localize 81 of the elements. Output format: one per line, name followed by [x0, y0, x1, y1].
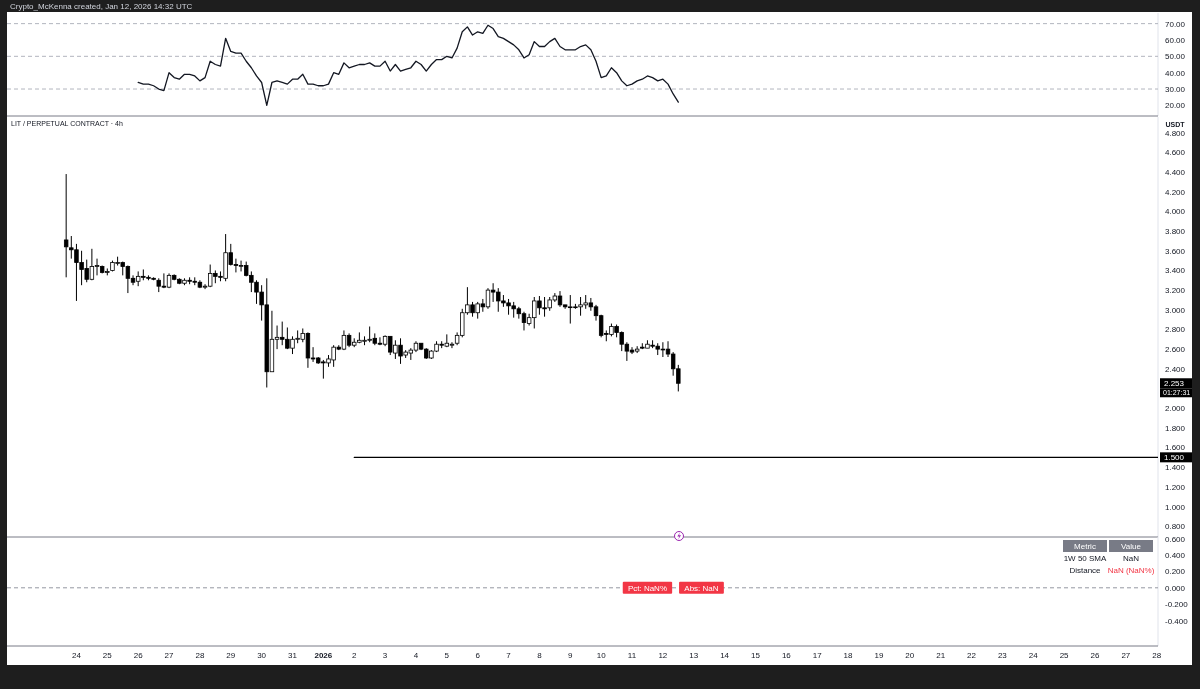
- y-tick-label: 1.800: [1165, 423, 1186, 433]
- x-tick-label: 27: [164, 651, 175, 660]
- x-tick-label: 16: [781, 651, 792, 660]
- y-tick-label: 1.600: [1165, 443, 1186, 453]
- y-tick-label: 3.400: [1165, 266, 1186, 276]
- x-tick-label: 13: [689, 651, 699, 660]
- y-tick-label: 3.800: [1165, 227, 1186, 237]
- x-tick-label: 17: [812, 651, 823, 660]
- x-tick-label: 25: [102, 651, 113, 660]
- y-tick-label: 1.200: [1165, 482, 1186, 492]
- y-tick-label: 0.600: [1165, 534, 1186, 544]
- x-tick-label: 10: [596, 651, 607, 660]
- annotation: NaN: [1122, 554, 1140, 563]
- x-tick-label: 3: [382, 651, 388, 660]
- x-tick-label: 22: [967, 651, 977, 660]
- y-tick-label: 4.400: [1165, 168, 1186, 178]
- y-tick-label: 0.200: [1165, 567, 1186, 577]
- annotation: Distance: [1069, 566, 1102, 575]
- x-tick-label: 27: [1121, 651, 1131, 660]
- y-tick-label: 2.400: [1165, 364, 1186, 374]
- x-tick-label: 9: [568, 651, 574, 660]
- y-tick-label: 3.600: [1165, 246, 1186, 256]
- y-tick-label: 0.400: [1165, 551, 1186, 561]
- x-tick-label: 14: [720, 651, 730, 660]
- x-tick-label: 30: [257, 651, 267, 660]
- y-tick-label: 1.400: [1165, 463, 1186, 473]
- annotation: Value: [1121, 542, 1142, 551]
- x-tick-label: 8: [537, 651, 543, 660]
- y-tick-label: 4.600: [1165, 148, 1186, 158]
- y-tick-label: 30.00: [1165, 85, 1186, 95]
- y-tick-label: 2.000: [1165, 404, 1186, 414]
- y-tick-label: 3.200: [1165, 286, 1186, 296]
- x-tick-label: 18: [843, 651, 854, 660]
- annotation: 2.253: [1164, 379, 1185, 389]
- x-tick-label: 29: [226, 651, 236, 660]
- y-tick-label: 2.600: [1165, 345, 1186, 355]
- annotation: NaN (NaN%): [1107, 566, 1155, 575]
- x-tick-label: 7: [506, 651, 512, 660]
- y-tick-label: 3.000: [1165, 305, 1186, 315]
- line-series: [137, 24, 679, 107]
- y-tick-label: 70.00: [1165, 19, 1186, 29]
- y-tick-label: 4.000: [1165, 207, 1186, 217]
- y-tick-label: 2.800: [1165, 325, 1186, 335]
- y-tick-label: 4.200: [1165, 187, 1186, 197]
- x-tick-label: 12: [658, 651, 668, 660]
- y-tick-label: 60.00: [1165, 35, 1186, 45]
- y-tick-label: 0.000: [1165, 583, 1186, 593]
- x-tick-label: 24: [71, 651, 82, 660]
- y-tick-label: 0.800: [1165, 522, 1186, 532]
- x-tick-label: 15: [751, 651, 761, 660]
- x-tick-label: 28: [1152, 651, 1162, 660]
- x-tick-label: 4: [413, 651, 419, 660]
- y-tick-label: 50.00: [1165, 52, 1186, 62]
- annotation: Abs: NaN: [684, 583, 719, 593]
- x-tick-label: 26: [1090, 651, 1100, 660]
- y-tick-label: 4.800: [1165, 128, 1186, 138]
- x-tick-label: 24: [1028, 651, 1039, 660]
- x-tick-label: 25: [1059, 651, 1070, 660]
- x-tick-label: 20: [905, 651, 915, 660]
- x-tick-label: 23: [997, 651, 1008, 660]
- annotation: 1.500: [1164, 453, 1185, 463]
- x-tick-label: 21: [936, 651, 946, 660]
- candlestick: [63, 173, 69, 278]
- x-tick-label: 2: [352, 651, 357, 660]
- x-tick-label: 2026: [314, 651, 333, 660]
- x-tick-label: 28: [195, 651, 205, 660]
- annotation: Metric: [1074, 542, 1096, 551]
- x-tick-label: 6: [475, 651, 481, 660]
- x-tick-label: 11: [627, 651, 637, 660]
- y-tick-label: 1.000: [1165, 502, 1186, 512]
- text: Crypto_McKenna created, Jan 12, 2026 14:32 UTC: [10, 2, 193, 11]
- x-tick-label: 19: [874, 651, 884, 660]
- annotation: Pct: NaN%: [627, 583, 668, 593]
- x-tick-label: 5: [444, 651, 450, 660]
- y-tick-label: 40.00: [1165, 68, 1186, 78]
- x-tick-label: 31: [288, 651, 298, 660]
- annotation: 1W 50 SMA: [1063, 554, 1107, 563]
- y-tick-label: 20.00: [1165, 101, 1186, 111]
- y-tick-label: -0.400: [1165, 616, 1189, 626]
- y-tick-label: -0.200: [1165, 600, 1189, 610]
- x-tick-label: 26: [133, 651, 144, 660]
